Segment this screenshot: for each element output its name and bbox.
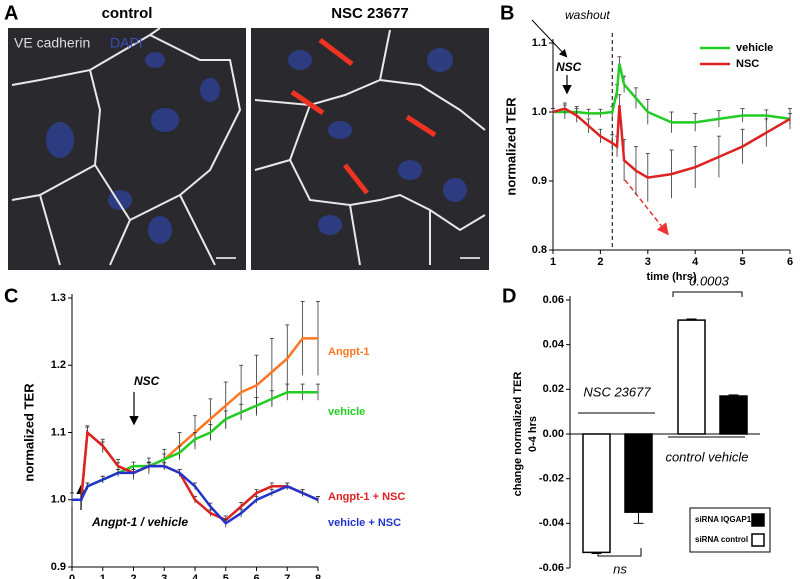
x-tick-label: 6 (253, 573, 259, 579)
red-arrows (290, 38, 437, 195)
series-label: vehicle + NSC (328, 517, 401, 529)
y-tick-label: 0.04 (543, 339, 565, 351)
y-axis-label: normalized TER (503, 97, 518, 196)
category-label: NSC 23677 (583, 384, 651, 399)
x-tick-label: 5 (740, 256, 746, 268)
x-tick-label: 4 (692, 256, 699, 268)
panel-letter: C (4, 285, 18, 307)
y-tick-label: 0.8 (532, 244, 547, 256)
category-label: control vehicle (665, 449, 748, 464)
x-tick-label: 3 (161, 573, 167, 579)
trend-arrow (624, 179, 669, 236)
annotation: Angpt-1 / vehicle (91, 515, 188, 529)
series-label: Angpt-1 + NSC (328, 491, 405, 503)
x-tick-label: 6 (787, 256, 793, 268)
series-label: vehicle (328, 406, 365, 418)
x-tick-label: 0 (69, 573, 75, 579)
y-axis-label: normalized TER (21, 383, 36, 482)
x-tick-label: 7 (284, 573, 290, 579)
legend-label: NSC (736, 58, 759, 70)
series-line (72, 429, 319, 522)
significance-bracket (672, 291, 743, 297)
annotation: washout (565, 8, 610, 22)
bar (719, 395, 748, 435)
y-axis-label: change normalized TER (512, 372, 524, 497)
y-tick-label: -0.06 (539, 562, 564, 574)
x-tick-label: 8 (315, 573, 321, 579)
annotation: 0.0003 (689, 273, 730, 288)
image-title: NSC 23677 (331, 5, 409, 22)
y-tick-label: 1.1 (51, 426, 66, 438)
panel-letter: A (4, 2, 18, 24)
y-axis-label: 0-4 hrs (527, 416, 539, 452)
x-axis-label: time (hrs) (646, 271, 696, 283)
y-tick-label: 1.2 (51, 359, 66, 371)
y-tick-label: 1.0 (532, 106, 547, 118)
bar (677, 319, 706, 435)
y-tick-label: 1.3 (51, 292, 66, 304)
y-tick-label: 1.0 (51, 494, 66, 506)
legend-label: vehicle (736, 42, 773, 54)
y-tick-label: 0.9 (51, 561, 66, 573)
legend-label: siRNA control (695, 535, 748, 544)
image-title: control (102, 5, 153, 22)
micrograph-nsc (251, 28, 489, 270)
legend-swatch (751, 513, 765, 527)
panel-letter: B (500, 2, 514, 24)
bar (582, 433, 611, 554)
stain-label: VE cadherin (14, 35, 90, 51)
micrograph-control (8, 28, 246, 270)
x-tick-label: 4 (192, 573, 199, 579)
annotation: ns (613, 561, 627, 576)
annotation: NSC (556, 60, 582, 74)
series-line (553, 63, 791, 124)
y-tick-label: 0.06 (543, 294, 564, 306)
washout-arrow (531, 19, 568, 58)
bar (624, 433, 653, 513)
y-tick-label: 1.1 (532, 37, 547, 49)
nuclei (46, 48, 467, 244)
x-tick-label: 1 (100, 573, 106, 579)
annotation: NSC (134, 374, 160, 388)
x-tick-label: 3 (645, 256, 651, 268)
series-label: Angpt-1 (328, 346, 370, 358)
y-tick-label: 0.00 (543, 428, 564, 440)
legend-swatch (751, 533, 765, 547)
stain-label: DAPI (110, 35, 143, 51)
x-tick-label: 2 (597, 256, 603, 268)
micrograph-panel (8, 27, 489, 270)
y-tick-label: 0.9 (532, 175, 547, 187)
x-tick-label: 2 (130, 573, 136, 579)
y-tick-label: -0.02 (539, 473, 564, 485)
y-tick-label: 0.02 (543, 383, 564, 395)
panel-letter: D (502, 285, 516, 307)
legend-label: siRNA IQGAP1 (695, 515, 752, 524)
series-line (552, 104, 791, 179)
x-tick-label: 5 (223, 573, 229, 579)
y-tick-label: -0.04 (539, 517, 565, 529)
series-line (72, 464, 319, 525)
x-tick-label: 1 (550, 256, 556, 268)
